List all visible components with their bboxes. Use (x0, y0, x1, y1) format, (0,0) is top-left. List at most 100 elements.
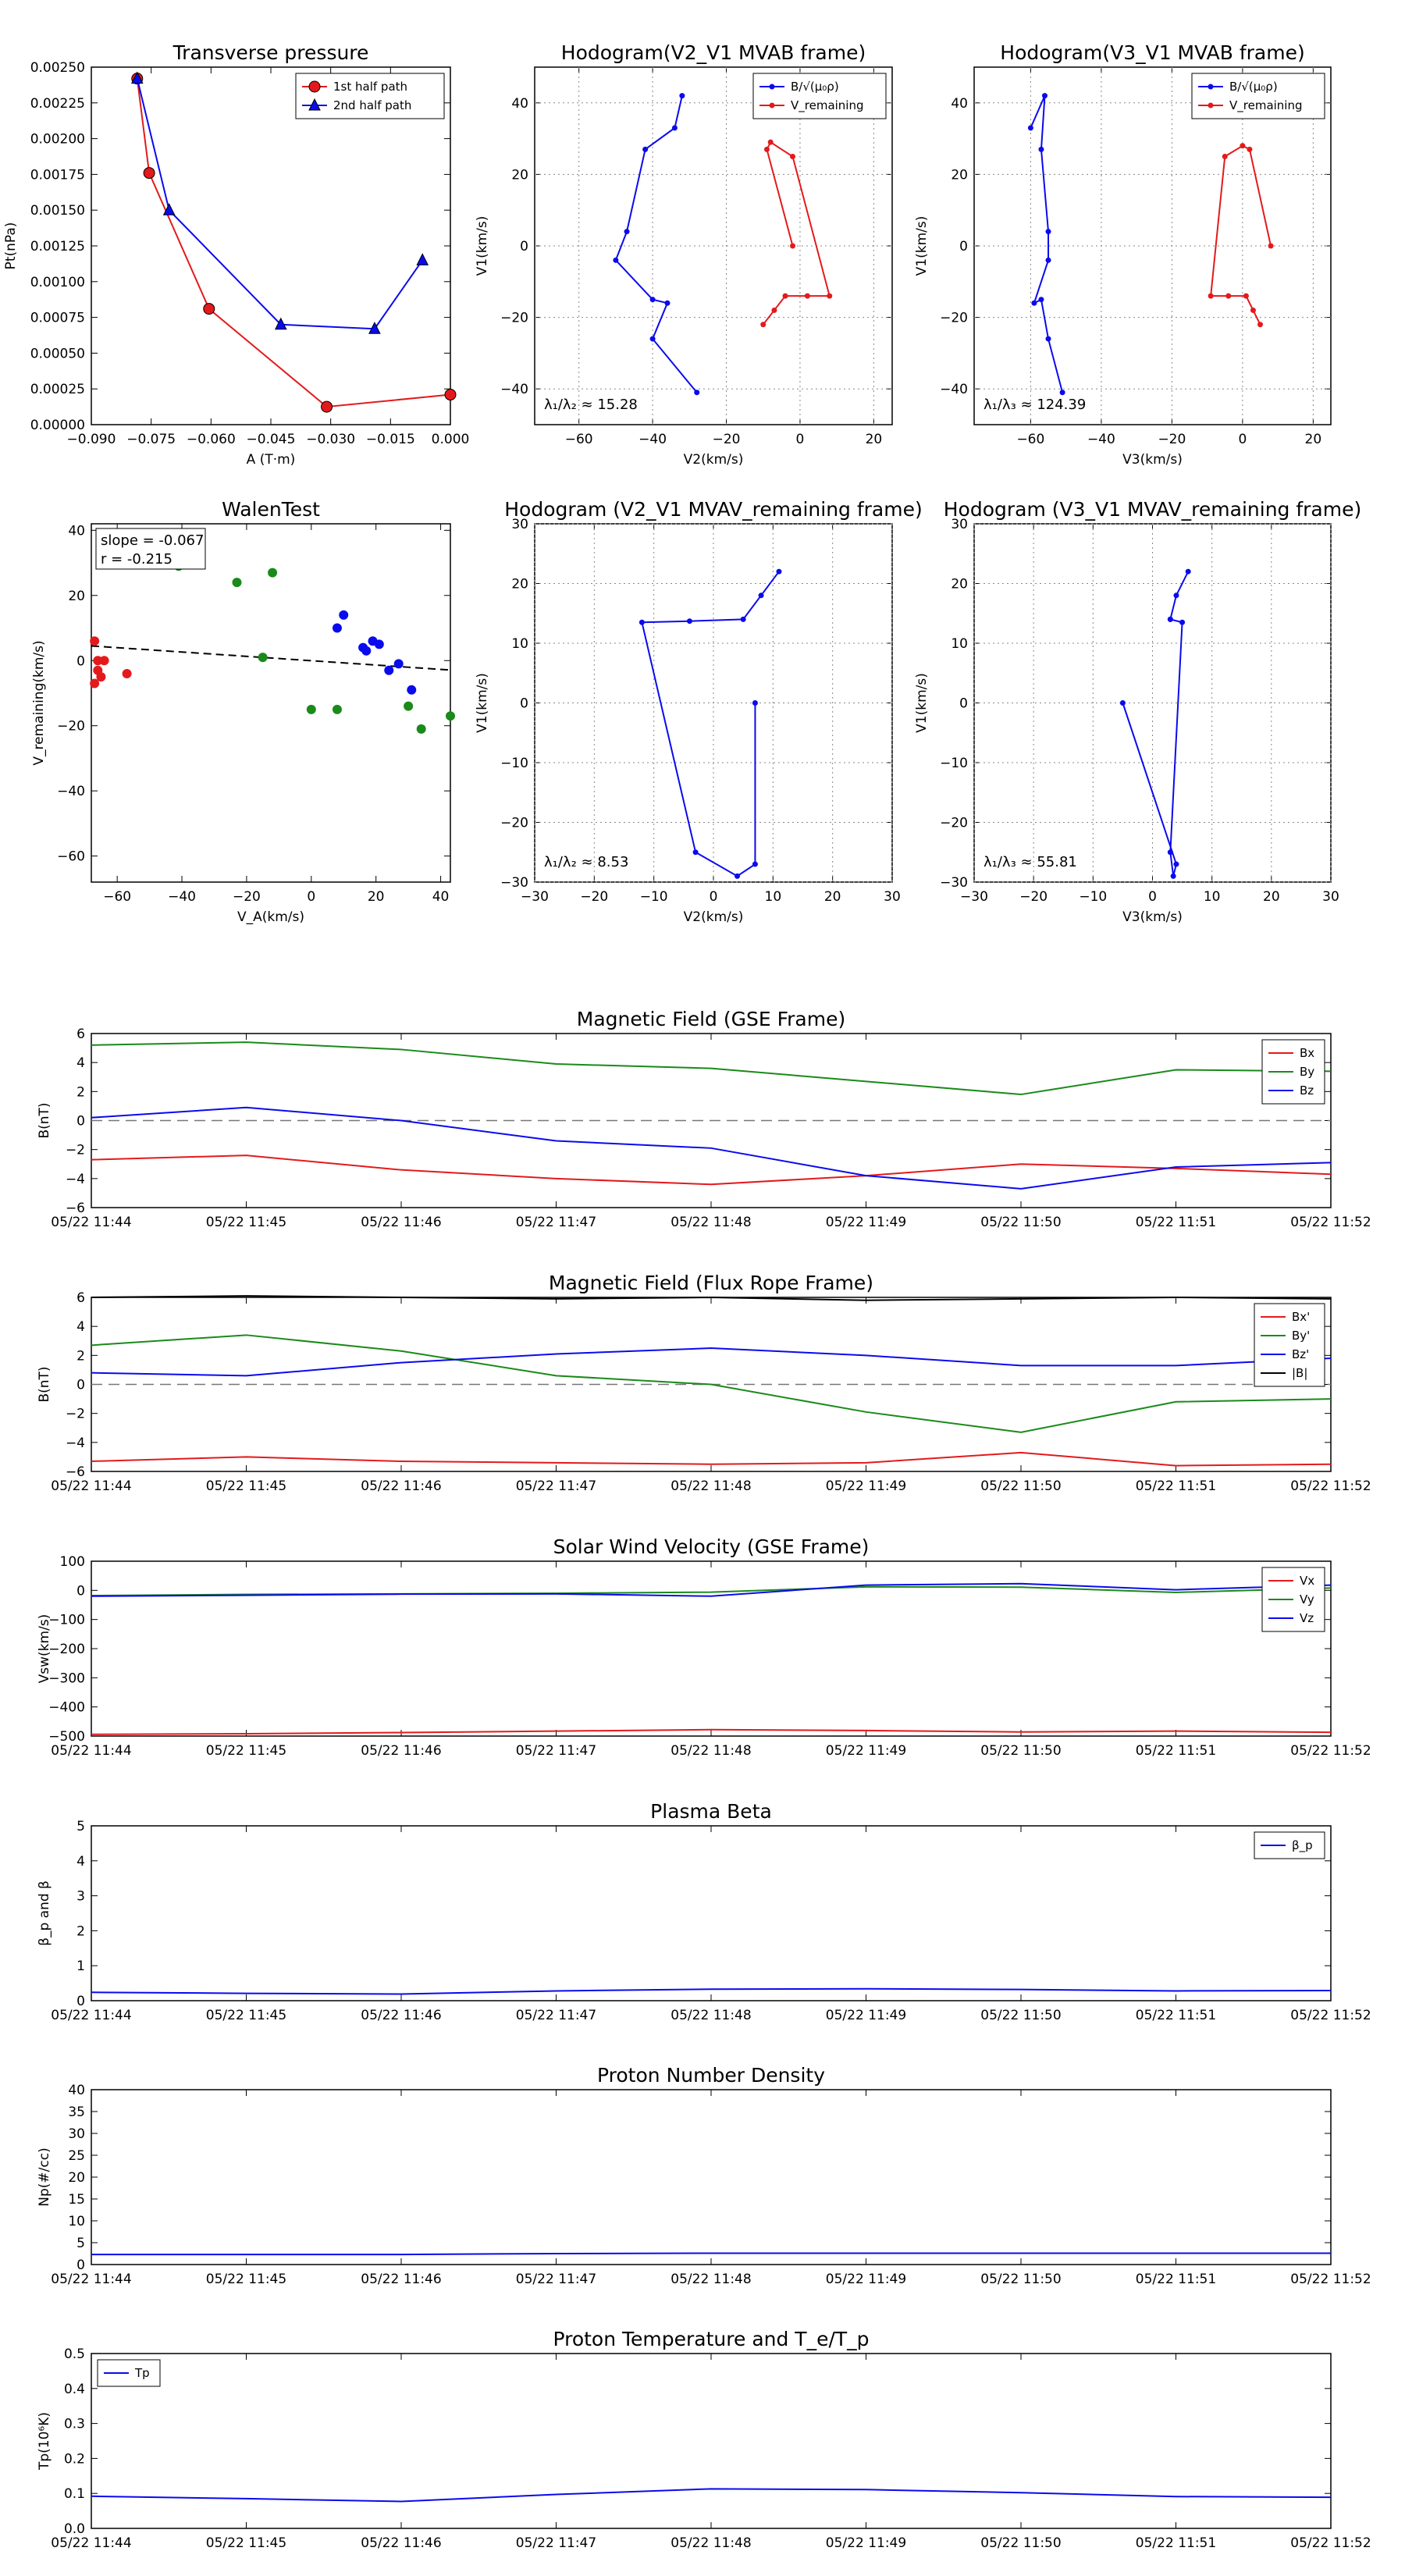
series-line (136, 78, 451, 408)
data-point (416, 724, 426, 734)
x-axis-label: V2(km/s) (684, 452, 744, 468)
x-tick-label: −20 (713, 432, 741, 447)
y-tick-label: 10 (951, 636, 968, 652)
legend-label: Vz (1300, 1611, 1314, 1625)
chart-h3: Hodogram (V2_V1 MVAV_remaining frame) −30… (475, 498, 923, 925)
x-tick-label: 05/22 11:50 (980, 1215, 1061, 1230)
y-tick-label: 0.00200 (30, 132, 85, 148)
x-tick-label: 30 (884, 889, 901, 905)
legend-label: Vy (1300, 1592, 1314, 1606)
y-tick-label: 0.00150 (30, 203, 85, 219)
y-tick-label: 10 (68, 2214, 85, 2229)
y-tick-label: 0 (76, 1583, 85, 1599)
x-tick-label: 05/22 11:46 (361, 2008, 441, 2023)
y-tick-label: −10 (940, 756, 968, 771)
x-tick-label: 05/22 11:47 (516, 1478, 596, 1494)
data-point (664, 300, 670, 306)
plot-frame (91, 1825, 1332, 2001)
x-tick-label: 05/22 11:51 (1136, 1478, 1216, 1494)
data-point (1059, 390, 1065, 396)
x-tick-label: 05/22 11:49 (826, 2272, 906, 2287)
series-line (91, 1155, 1332, 1186)
data-point (649, 297, 656, 303)
data-point (1170, 873, 1176, 879)
data-point (1257, 322, 1264, 328)
chart-beta: Plasma Beta 0 1 2 3 4 5 05/22 11:44 05/22 11:45 0… (37, 1800, 1371, 2023)
legend: Vx Vy Vz (1261, 1567, 1325, 1632)
data-point (274, 317, 287, 330)
series-line (641, 571, 780, 877)
x-tick-label: −60 (1016, 432, 1044, 447)
chart-title: Hodogram (V3_V1 MVAV_remaining frame) (944, 498, 1362, 521)
y-axis-label: B(nT) (37, 1102, 52, 1138)
data-point (686, 618, 692, 624)
x-tick-label: 05/22 11:49 (826, 2535, 906, 2551)
x-tick-label: 05/22 11:45 (206, 1743, 286, 1759)
x-tick-label: 10 (765, 889, 782, 905)
series-line (91, 1347, 1332, 1377)
data-point (752, 700, 758, 706)
y-tick-label: 0 (76, 1994, 85, 2009)
y-tick-label: 0.00225 (30, 96, 85, 112)
x-tick-label: 30 (1322, 889, 1339, 905)
x-tick-label: 05/22 11:48 (670, 2535, 751, 2551)
plot-frame (91, 66, 451, 425)
x-tick-label: 05/22 11:49 (826, 2008, 906, 2023)
y-axis-label: Np(#/cc) (37, 2147, 52, 2206)
y-tick-label: 5 (76, 2236, 85, 2251)
series-line (91, 1582, 1332, 1597)
y-tick-label: 25 (68, 2148, 85, 2164)
x-tick-label: 05/22 11:52 (1290, 2272, 1371, 2287)
x-tick-label: 05/22 11:48 (670, 1215, 751, 1230)
data-point (763, 146, 770, 152)
y-tick-label: −6 (66, 1464, 85, 1480)
series-line (91, 1987, 1332, 1995)
data-point (96, 672, 106, 682)
x-tick-label: 05/22 11:51 (1136, 1743, 1216, 1759)
series-line (762, 141, 831, 326)
data-point (1045, 229, 1051, 235)
y-tick-label: −200 (48, 1642, 85, 1657)
data-point (1225, 293, 1232, 299)
x-tick-label: 05/22 11:50 (980, 2008, 1061, 2023)
chart-np: Proton Number Density 0 5 10 15 20 25 30 35 40 05/… (37, 2064, 1371, 2287)
x-tick-label: −10 (1079, 889, 1107, 905)
x-axis-label: V3(km/s) (1122, 909, 1183, 925)
y-tick-label: −500 (48, 1729, 85, 1745)
data-point (1167, 849, 1173, 856)
series-line (91, 2252, 1331, 2256)
x-tick-label: 20 (1263, 889, 1280, 905)
chart-title: Magnetic Field (GSE Frame) (577, 1008, 845, 1030)
y-tick-label: 0.00025 (30, 382, 85, 397)
x-tick-label: 05/22 11:48 (670, 2272, 751, 2287)
x-tick-label: 0.000 (432, 432, 470, 447)
x-tick-label: 05/22 11:52 (1290, 2535, 1371, 2551)
chart-title: Proton Temperature and T_e/T_p (553, 2328, 869, 2350)
y-tick-label: −20 (500, 816, 528, 831)
data-point (1240, 143, 1246, 149)
chart-h4: Hodogram (V3_V1 MVAV_remaining frame) −30… (914, 498, 1361, 925)
chart-h2: Hodogram(V3_V1 MVAB frame) −60 −40 −20 0 20 −4… (914, 41, 1332, 468)
x-tick-label: 05/22 11:46 (361, 1743, 441, 1759)
data-point (782, 293, 788, 299)
y-tick-label: −30 (940, 875, 968, 891)
data-point (99, 656, 109, 666)
y-tick-label: 3 (76, 1889, 85, 1905)
x-tick-label: 05/22 11:48 (670, 1743, 751, 1759)
x-tick-label: −40 (1087, 432, 1115, 447)
data-point (694, 390, 700, 396)
legend-label: Bz' (1292, 1347, 1309, 1361)
y-tick-label: 0.1 (64, 2486, 85, 2502)
y-tick-label: 40 (951, 96, 968, 112)
data-point (1268, 243, 1274, 249)
legend-label: Bz (1300, 1083, 1314, 1098)
y-tick-label: 0.00250 (30, 60, 85, 76)
x-axis-label: V_A(km/s) (237, 909, 304, 925)
data-point (232, 578, 242, 588)
x-tick-label: 20 (824, 889, 841, 905)
y-tick-label: −20 (500, 311, 528, 326)
y-tick-label: 6 (76, 1290, 85, 1306)
data-point (1179, 619, 1186, 625)
y-tick-label: 0 (76, 1114, 85, 1130)
x-tick-label: 05/22 11:46 (361, 2272, 441, 2287)
